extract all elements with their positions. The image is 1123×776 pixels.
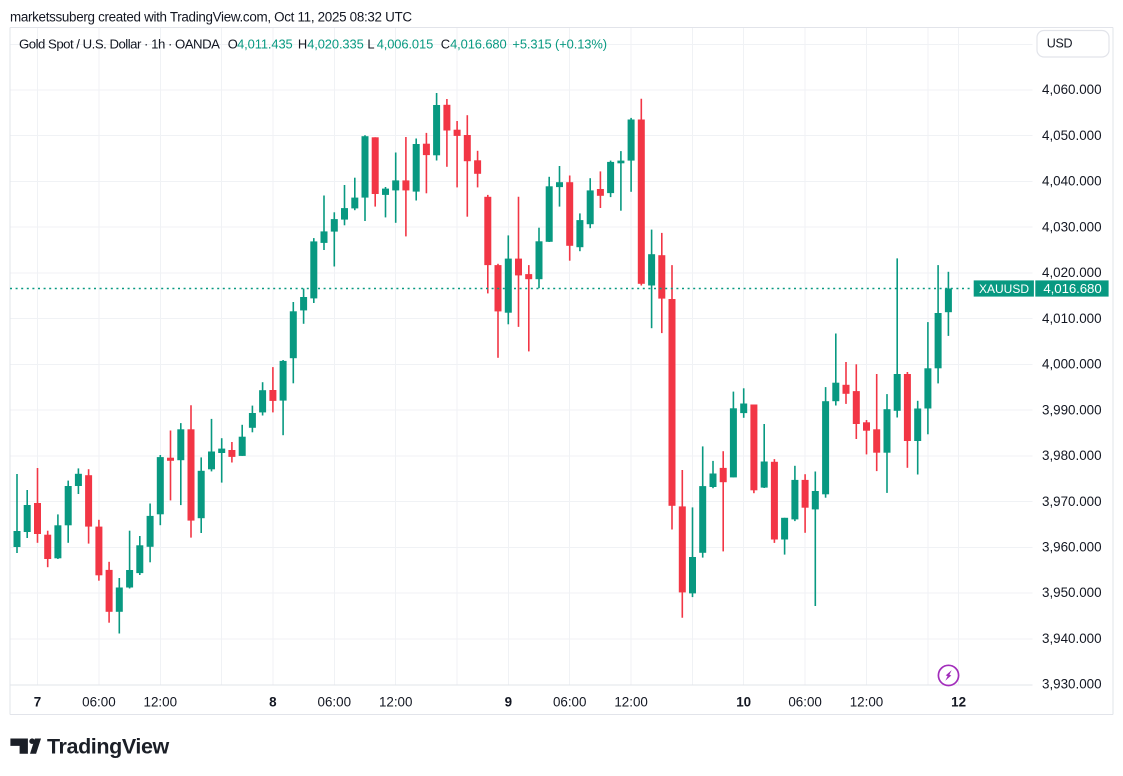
svg-text:12:00: 12:00	[144, 695, 178, 710]
svg-text:3,970.000: 3,970.000	[1042, 494, 1102, 509]
svg-text:4,020.335: 4,020.335	[307, 36, 363, 51]
svg-text:3,960.000: 3,960.000	[1042, 540, 1102, 555]
svg-text:10: 10	[736, 695, 751, 710]
svg-text:4,040.000: 4,040.000	[1042, 174, 1102, 189]
svg-text:3,950.000: 3,950.000	[1042, 585, 1102, 600]
svg-text:Gold Spot / U.S. Dollar · 1h ·: Gold Spot / U.S. Dollar · 1h · OANDA	[19, 36, 220, 51]
svg-text:7: 7	[34, 695, 41, 710]
svg-text:4,010.000: 4,010.000	[1042, 311, 1102, 326]
svg-text:12:00: 12:00	[850, 695, 884, 710]
svg-text:4,020.000: 4,020.000	[1042, 265, 1102, 280]
svg-text:3,930.000: 3,930.000	[1042, 677, 1102, 692]
svg-text:06:00: 06:00	[788, 695, 822, 710]
svg-text:3,980.000: 3,980.000	[1042, 448, 1102, 463]
svg-text:L: L	[367, 36, 374, 51]
svg-text:XAUUSD: XAUUSD	[979, 282, 1029, 296]
svg-text:USD: USD	[1047, 37, 1073, 51]
svg-text:+5.315 (+0.13%): +5.315 (+0.13%)	[512, 36, 607, 51]
svg-text:4,006.015: 4,006.015	[377, 36, 433, 51]
svg-text:3,990.000: 3,990.000	[1042, 402, 1102, 417]
svg-text:06:00: 06:00	[553, 695, 587, 710]
svg-text:12: 12	[951, 695, 966, 710]
svg-text:4,060.000: 4,060.000	[1042, 82, 1102, 97]
svg-text:12:00: 12:00	[614, 695, 648, 710]
svg-text:4,016.680: 4,016.680	[1043, 281, 1101, 296]
svg-text:12:00: 12:00	[379, 695, 413, 710]
svg-text:O: O	[228, 36, 238, 51]
svg-text:C: C	[441, 36, 450, 51]
svg-text:8: 8	[269, 695, 277, 710]
svg-text:4,011.435: 4,011.435	[237, 36, 293, 51]
svg-text:4,000.000: 4,000.000	[1042, 357, 1102, 372]
svg-text:4,030.000: 4,030.000	[1042, 219, 1102, 234]
svg-text:H: H	[298, 36, 307, 51]
svg-text:TradingView: TradingView	[47, 735, 170, 759]
svg-text:4,016.680: 4,016.680	[450, 36, 506, 51]
svg-text:4,050.000: 4,050.000	[1042, 128, 1102, 143]
svg-text:06:00: 06:00	[318, 695, 352, 710]
svg-text:marketssuberg created with Tra: marketssuberg created with TradingView.c…	[10, 10, 412, 25]
svg-text:06:00: 06:00	[82, 695, 116, 710]
svg-text:3,940.000: 3,940.000	[1042, 631, 1102, 646]
svg-text:9: 9	[505, 695, 512, 710]
